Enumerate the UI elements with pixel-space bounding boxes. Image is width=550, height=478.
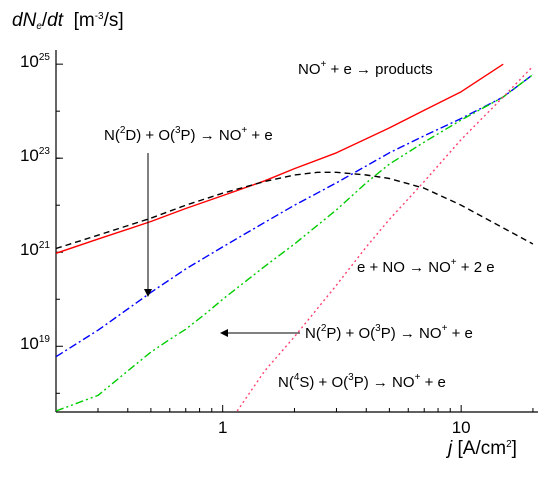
axes bbox=[55, 50, 538, 413]
label-recombination: NO+ + e → products bbox=[298, 59, 433, 78]
label-electron-impact: e + NO → NO+ + 2 e bbox=[357, 257, 495, 276]
y-tick-label: 1023 bbox=[19, 146, 50, 166]
series-n2p bbox=[56, 74, 534, 412]
label-n2d: N(2D) + O(3P) → NO+ + e bbox=[104, 125, 273, 144]
annotation-arrows bbox=[144, 153, 300, 337]
y-axis-title: dNe/dt [m-3/s] bbox=[12, 10, 124, 32]
series-n2d bbox=[56, 74, 534, 358]
y-tick-label: 1025 bbox=[19, 52, 50, 72]
y-tick-label: 1021 bbox=[19, 240, 50, 260]
x-tick-label: 1 bbox=[217, 418, 228, 437]
series-recombination bbox=[56, 63, 504, 254]
label-n2p: N(2P) + O(3P) → NO+ + e bbox=[305, 323, 473, 342]
x-axis-title: j [A/cm2] bbox=[448, 438, 517, 459]
series-layer bbox=[56, 63, 534, 412]
label-n4s: N(4S) + O(3P) → NO+ + e bbox=[278, 372, 446, 391]
x-tick-label: 10 bbox=[451, 418, 471, 437]
series-electron-impact bbox=[56, 171, 534, 250]
major-ticks bbox=[56, 63, 462, 412]
series-n4s bbox=[236, 65, 534, 412]
y-tick-label: 1019 bbox=[19, 334, 50, 354]
